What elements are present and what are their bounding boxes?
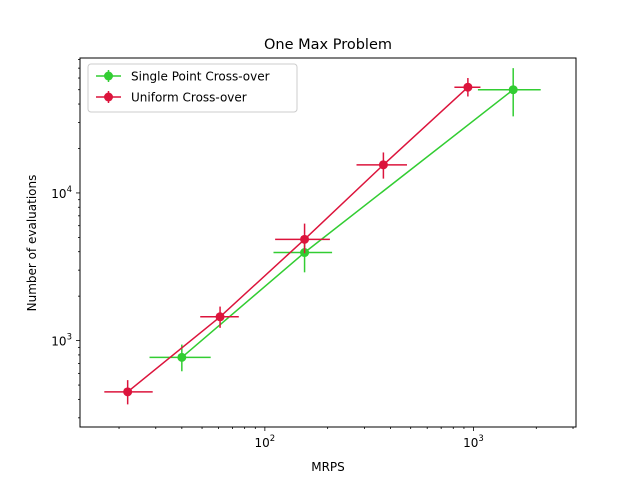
data-point [123, 387, 133, 397]
legend-label: Uniform Cross-over [131, 91, 247, 105]
data-point [463, 82, 473, 92]
y-tick-label: 104 [51, 185, 72, 201]
legend-marker [104, 71, 113, 81]
x-tick-label: 102 [255, 434, 276, 450]
data-point [508, 85, 518, 95]
y-axis-label: Number of evaluations [25, 175, 39, 312]
data-point [300, 234, 310, 244]
axis-layer: 102 103 103 104 [51, 57, 577, 450]
x-axis-label: MRPS [311, 460, 345, 474]
y-tick-label: 103 [51, 333, 72, 349]
legend-box [87, 63, 298, 113]
data-point [177, 352, 187, 362]
x-tick-label: 103 [463, 434, 484, 450]
legend-label: Single Point Cross-over [131, 70, 270, 84]
series-layer [104, 68, 541, 405]
legend-marker [104, 92, 113, 102]
data-point [215, 312, 225, 322]
series-1 [104, 78, 481, 405]
chart-title: One Max Problem [264, 37, 392, 53]
data-point [378, 160, 388, 170]
legend: Single Point Cross-over Uniform Cross-ove… [87, 63, 298, 113]
